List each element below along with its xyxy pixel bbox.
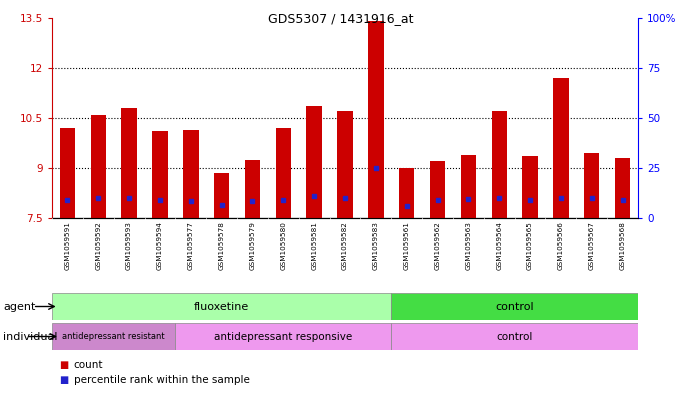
- Text: GSM1059591: GSM1059591: [65, 222, 70, 270]
- Bar: [392, 293, 638, 320]
- Bar: [183, 130, 198, 218]
- Bar: [522, 156, 538, 218]
- Bar: [176, 323, 392, 350]
- Text: GSM1059594: GSM1059594: [157, 222, 163, 270]
- Text: GSM1059580: GSM1059580: [281, 222, 286, 270]
- Bar: [430, 162, 445, 218]
- Bar: [337, 111, 353, 218]
- Bar: [615, 158, 631, 218]
- Bar: [399, 168, 415, 218]
- Text: GSM1059565: GSM1059565: [527, 222, 533, 270]
- Bar: [91, 115, 106, 218]
- Bar: [584, 153, 599, 218]
- Bar: [121, 108, 137, 218]
- Text: GSM1059581: GSM1059581: [311, 222, 317, 270]
- Bar: [492, 111, 507, 218]
- Text: antidepressant responsive: antidepressant responsive: [215, 332, 353, 342]
- Text: GSM1059592: GSM1059592: [95, 222, 101, 270]
- Text: GSM1059579: GSM1059579: [249, 222, 255, 270]
- Text: GSM1059564: GSM1059564: [496, 222, 502, 270]
- Bar: [52, 323, 176, 350]
- Text: GSM1059582: GSM1059582: [342, 222, 348, 270]
- Bar: [60, 128, 75, 218]
- Text: individual: individual: [3, 332, 58, 342]
- Text: fluoxetine: fluoxetine: [194, 301, 249, 312]
- Text: antidepressant resistant: antidepressant resistant: [63, 332, 165, 341]
- Bar: [214, 173, 229, 218]
- Text: percentile rank within the sample: percentile rank within the sample: [74, 375, 250, 385]
- Text: control: control: [495, 301, 534, 312]
- Bar: [52, 293, 392, 320]
- Text: ■: ■: [59, 360, 68, 370]
- Text: GSM1059563: GSM1059563: [465, 222, 471, 270]
- Text: GSM1059568: GSM1059568: [620, 222, 626, 270]
- Text: GSM1059578: GSM1059578: [219, 222, 225, 270]
- Text: GSM1059577: GSM1059577: [188, 222, 194, 270]
- Bar: [244, 160, 260, 218]
- Bar: [553, 78, 569, 218]
- Text: GSM1059593: GSM1059593: [126, 222, 132, 270]
- Text: control: control: [496, 332, 533, 342]
- Bar: [392, 323, 638, 350]
- Bar: [306, 107, 322, 218]
- Bar: [368, 21, 383, 218]
- Text: GDS5307 / 1431916_at: GDS5307 / 1431916_at: [268, 12, 413, 25]
- Text: ■: ■: [59, 375, 68, 385]
- Bar: [276, 128, 291, 218]
- Text: agent: agent: [3, 301, 36, 312]
- Text: GSM1059583: GSM1059583: [373, 222, 379, 270]
- Text: GSM1059562: GSM1059562: [434, 222, 441, 270]
- Bar: [153, 131, 168, 218]
- Text: GSM1059561: GSM1059561: [404, 222, 410, 270]
- Text: GSM1059567: GSM1059567: [589, 222, 595, 270]
- Text: GSM1059566: GSM1059566: [558, 222, 564, 270]
- Bar: [460, 155, 476, 218]
- Text: count: count: [74, 360, 104, 370]
